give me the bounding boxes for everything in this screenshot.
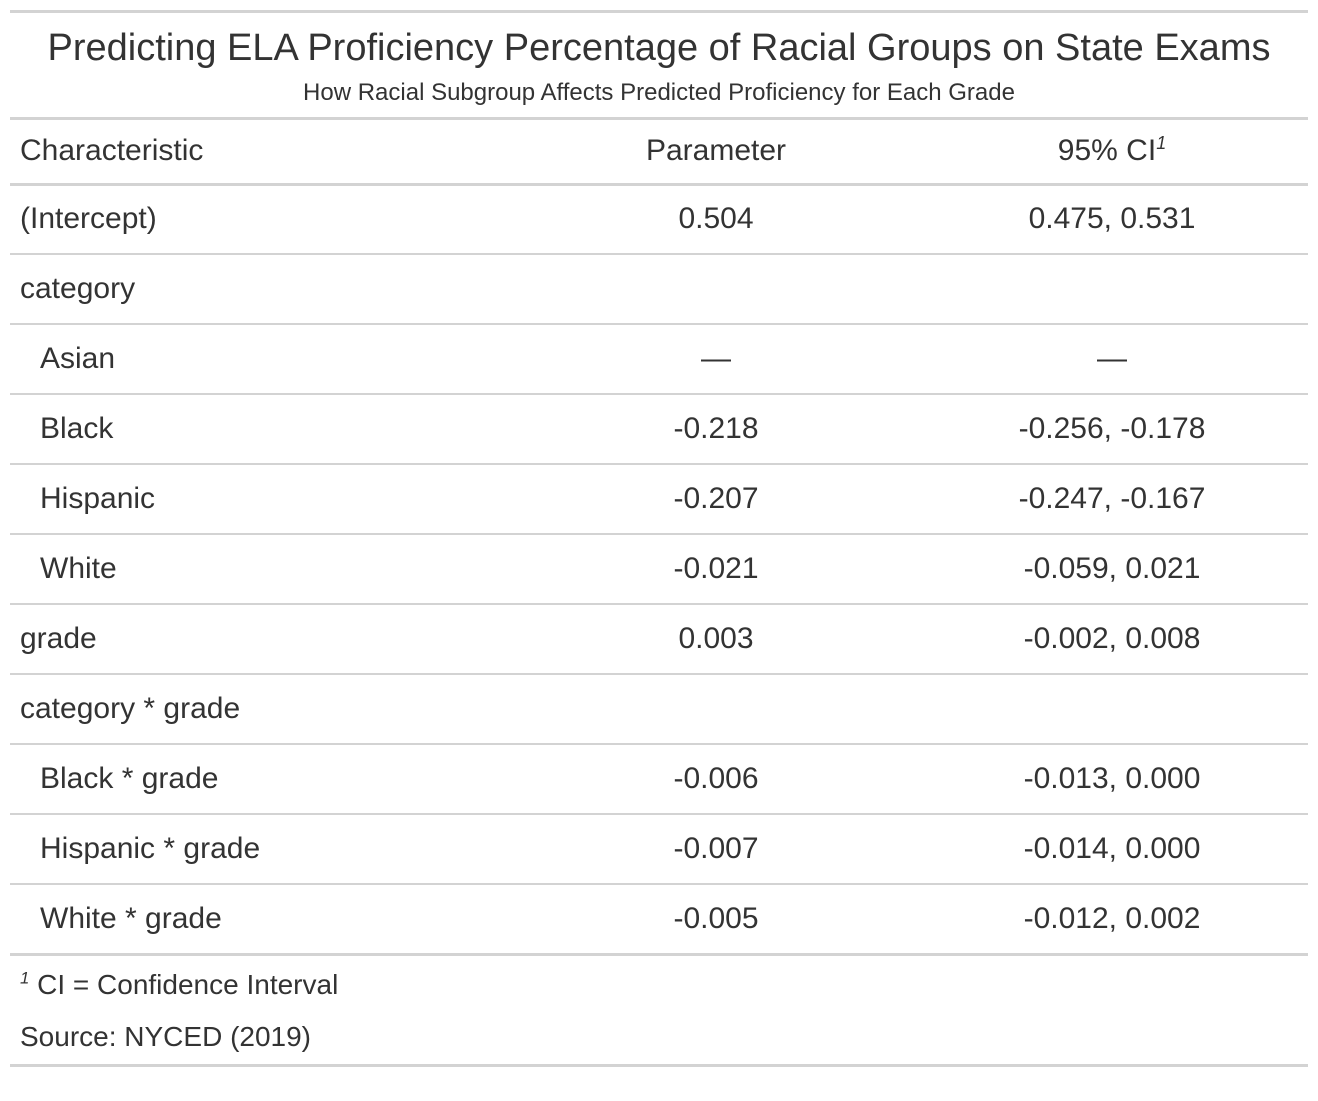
row-ci: -0.013, 0.000: [916, 743, 1308, 814]
row-label: (Intercept): [20, 202, 157, 236]
header-characteristic: Characteristic: [10, 120, 516, 186]
header-ci-footnote-marker: 1: [1156, 133, 1167, 154]
row-ci: -0.012, 0.002: [916, 883, 1308, 956]
row-label: Black: [10, 393, 516, 464]
row-label: Hispanic * grade: [10, 813, 516, 884]
row-parameter: 0.003: [516, 603, 916, 674]
row-parameter: [516, 253, 916, 324]
row-label: category * grade: [10, 673, 516, 744]
row-ci: [916, 673, 1308, 744]
table-row: Hispanic -0.207 -0.247, -0.167: [10, 463, 1308, 534]
table-subtitle: How Racial Subgroup Affects Predicted Pr…: [303, 79, 1015, 106]
row-parameter: -0.005: [516, 883, 916, 956]
row-label: Black * grade: [10, 743, 516, 814]
row-ci: -0.014, 0.000: [916, 813, 1308, 884]
row-parameter: -0.006: [516, 743, 916, 814]
table-row: Asian — —: [10, 323, 1308, 394]
row-ci: —: [916, 323, 1308, 394]
row-ci: 0.475, 0.531: [1028, 202, 1196, 236]
row-label: White * grade: [10, 883, 516, 956]
row-parameter: [516, 673, 916, 744]
header-ci: 95% CI1: [916, 120, 1308, 186]
row-ci: -0.247, -0.167: [916, 463, 1308, 534]
source-note: Source: NYCED (2019): [20, 1020, 312, 1052]
top-rule: [10, 10, 1308, 13]
row-label: category: [10, 253, 516, 324]
footnote-text: CI = Confidence Interval: [37, 968, 339, 1000]
row-label: Asian: [10, 323, 516, 394]
table-row: Hispanic * grade -0.007 -0.014, 0.000: [10, 813, 1308, 884]
table-body: (Intercept) 0.504 0.475, 0.531 category Asia…: [10, 184, 1308, 956]
table-row: grade 0.003 -0.002, 0.008: [10, 603, 1308, 674]
table-row: White -0.021 -0.059, 0.021: [10, 533, 1308, 604]
row-parameter: -0.021: [516, 533, 916, 604]
row-parameter: 0.504: [678, 202, 754, 236]
regression-table: Predicting ELA Proficiency Percentage of…: [10, 10, 1308, 1067]
table-row: Black * grade -0.006 -0.013, 0.000: [10, 743, 1308, 814]
heading-rule: [10, 117, 1308, 120]
bottom-rule: [10, 1063, 1308, 1067]
table-row: (Intercept) 0.504 0.475, 0.531: [10, 184, 1308, 254]
row-parameter: -0.207: [516, 463, 916, 534]
row-parameter: -0.007: [516, 813, 916, 884]
row-parameter: —: [516, 323, 916, 394]
footnote: 1 CI = Confidence Interval: [10, 956, 1308, 1002]
results-table: Characteristic Parameter 95% CI1 (Interc…: [10, 120, 1308, 956]
row-label: White: [10, 533, 516, 604]
header-parameter: Parameter: [516, 120, 916, 186]
table-row: category * grade: [10, 673, 1308, 744]
row-ci: [916, 253, 1308, 324]
row-ci: -0.002, 0.008: [916, 603, 1308, 674]
table-title: Predicting ELA Proficiency Percentage of…: [47, 27, 1271, 69]
table-row: Black -0.218 -0.256, -0.178: [10, 393, 1308, 464]
row-parameter: -0.218: [516, 393, 916, 464]
row-ci: -0.256, -0.178: [916, 393, 1308, 464]
table-row: White * grade -0.005 -0.012, 0.002: [10, 883, 1308, 956]
table-row: category: [10, 253, 1308, 324]
footnote-marker: 1: [20, 968, 30, 988]
row-ci: -0.059, 0.021: [916, 533, 1308, 604]
header-ci-label: 95% CI: [1057, 134, 1157, 168]
row-label: grade: [10, 603, 516, 674]
row-label: Hispanic: [10, 463, 516, 534]
header-row: Characteristic Parameter 95% CI1: [10, 120, 1308, 186]
